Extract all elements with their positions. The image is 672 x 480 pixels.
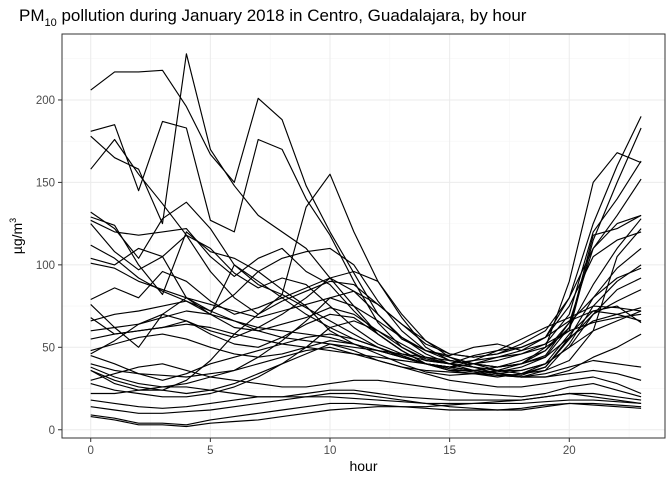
- series-line-day-18: [90, 333, 642, 381]
- x-tick-label: 10: [324, 445, 337, 457]
- chart-title-rest: pollution during January 2018 in Centro,…: [57, 6, 527, 25]
- x-tick-label: 15: [443, 445, 456, 457]
- panel-border: [61, 33, 666, 439]
- y-axis-label: µg/m3: [8, 218, 25, 254]
- series-line-day-29: [90, 290, 642, 388]
- y-tick-label: 200: [36, 95, 55, 107]
- series-line-day-02: [90, 116, 642, 365]
- series-line-day-04: [90, 138, 642, 368]
- series-line-day-10: [90, 247, 642, 368]
- series-line-day-30: [90, 310, 642, 398]
- series-line-day-19: [90, 346, 642, 381]
- series-line-day-27: [90, 214, 642, 391]
- series-line-day-23: [90, 396, 642, 409]
- series-line-day-26: [90, 392, 642, 428]
- x-tick-label: 20: [563, 445, 576, 457]
- x-tick-label: 0: [88, 445, 94, 457]
- series-line-day-31: [90, 244, 642, 368]
- x-tick-label: 5: [207, 445, 213, 457]
- y-axis-label-main: µg/m: [9, 223, 25, 254]
- series-line-day-14: [90, 300, 642, 365]
- series-line-day-11: [90, 264, 642, 378]
- x-axis: 0 5 10 15 20: [88, 438, 576, 457]
- chart-title-subscript: 10: [45, 17, 57, 29]
- series-line-day-08: [90, 223, 642, 375]
- series-line-day-03: [90, 53, 642, 368]
- x-axis-label: hour: [349, 458, 377, 474]
- y-tick-label: 50: [42, 342, 55, 354]
- series-line-day-20: [90, 343, 642, 395]
- y-axis-label-superscript: 3: [8, 218, 18, 223]
- series-line-day-13: [90, 270, 642, 376]
- y-tick-label: 100: [36, 260, 55, 272]
- y-tick-label: 0: [49, 425, 55, 437]
- chart-title-main: PM: [19, 6, 45, 25]
- series-layer: [90, 53, 642, 428]
- series-line-day-01: [90, 69, 642, 357]
- chart-title: PM10 pollution during January 2018 in Ce…: [19, 6, 527, 29]
- series-line-day-25: [90, 402, 642, 426]
- y-tick-label: 150: [36, 177, 55, 189]
- series-line-day-21: [90, 363, 642, 398]
- series-line-day-24: [90, 392, 642, 414]
- y-axis: 0 50 100 150 200: [36, 95, 62, 437]
